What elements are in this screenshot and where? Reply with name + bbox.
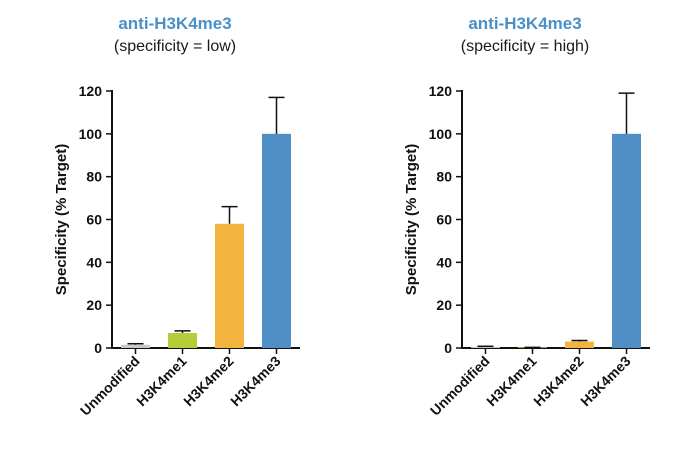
bar-h3k4me3: [612, 133, 641, 348]
y-tick-label: 100: [79, 126, 103, 142]
y-tick-label: 40: [86, 254, 102, 270]
y-tick-label: 20: [436, 297, 452, 313]
bar-h3k4me3: [262, 133, 291, 348]
x-tick-label: Unmodified: [427, 353, 493, 419]
y-tick-label: 0: [444, 340, 452, 356]
y-axis-label: Specificity (% Target): [53, 144, 70, 295]
y-tick-label: 60: [86, 212, 102, 228]
x-tick-label: H3K4me1: [483, 353, 540, 410]
bar-h3k4me1: [168, 333, 197, 348]
y-tick-label: 80: [436, 169, 452, 185]
y-tick-label: 120: [79, 83, 103, 99]
y-axis-label: Specificity (% Target): [403, 144, 420, 295]
chart-panel-high: anti-H3K4me3 (specificity = high) 0 20 40 6…: [350, 0, 700, 450]
bar-unmodified: [471, 346, 500, 348]
x-tick-label: H3K4me2: [180, 353, 237, 410]
bar-chart-low: 0 20 40 60 80 100 120 Specificity (% Target) Unm…: [53, 83, 300, 419]
x-tick-label: Unmodified: [77, 353, 143, 419]
y-tick-label: 0: [94, 340, 102, 356]
x-tick-label: H3K4me3: [577, 353, 634, 410]
x-tick-label: H3K4me2: [530, 353, 587, 410]
y-tick-label: 40: [436, 254, 452, 270]
bar-h3k4me2: [565, 341, 594, 348]
y-tick-label: 80: [86, 169, 102, 185]
y-tick-label: 120: [429, 83, 453, 99]
chart-subtitle: (specificity = high): [460, 38, 590, 55]
bar-h3k4me2: [215, 223, 244, 348]
chart-title: anti-H3K4me3: [118, 14, 232, 33]
chart-subtitle: (specificity = low): [113, 38, 237, 55]
bar-unmodified: [121, 344, 150, 348]
x-tick-label: H3K4me1: [133, 353, 190, 410]
y-tick-label: 100: [429, 126, 453, 142]
chart-title: anti-H3K4me3: [468, 14, 582, 33]
x-tick-label: H3K4me3: [227, 353, 284, 410]
bar-chart-high: 0 20 40 60 80 100 120 Specificity (% Target) Unm…: [403, 83, 650, 419]
y-tick-label: 20: [86, 297, 102, 313]
chart-panel-low: anti-H3K4me3 (specificity = low) 0 20 40 60…: [53, 14, 300, 419]
y-tick-label: 60: [436, 212, 452, 228]
